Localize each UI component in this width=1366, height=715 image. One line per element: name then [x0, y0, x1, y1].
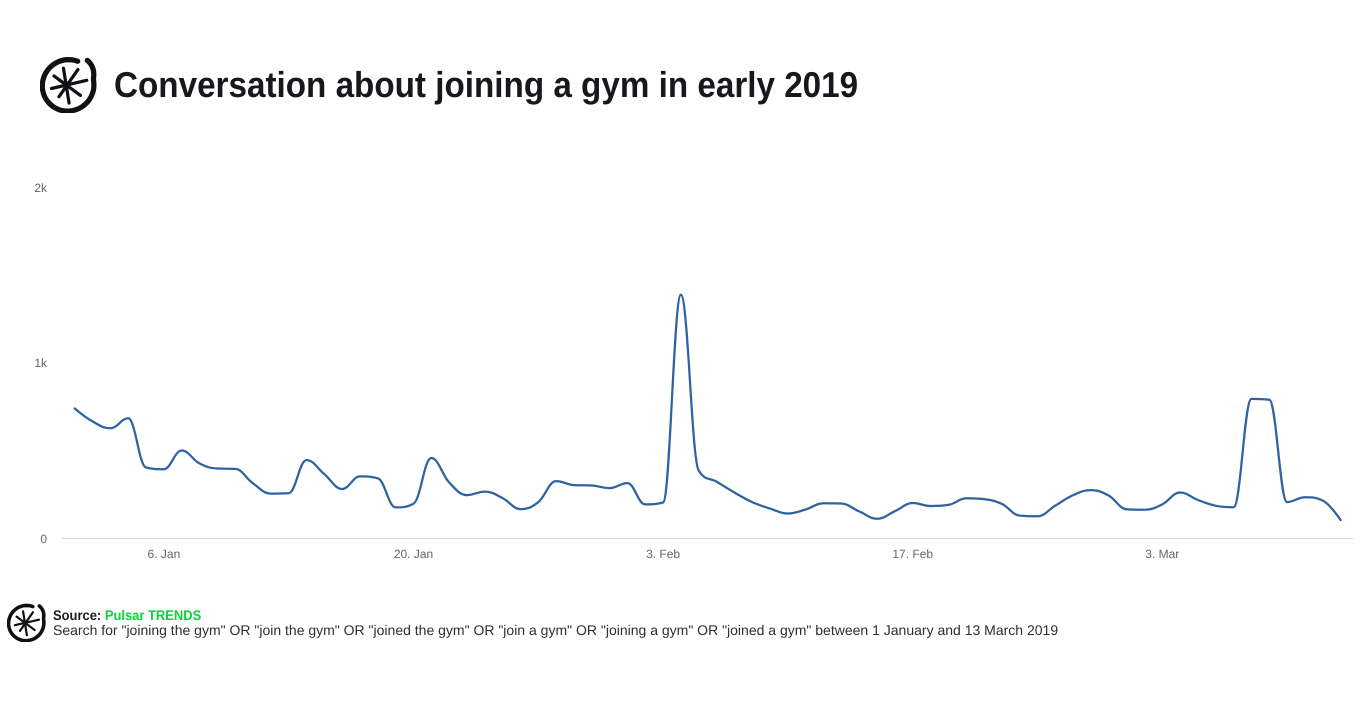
svg-text:2k: 2k — [34, 181, 48, 195]
svg-text:1k: 1k — [34, 356, 48, 370]
svg-text:6. Jan: 6. Jan — [148, 547, 181, 561]
svg-text:17. Feb: 17. Feb — [892, 547, 933, 561]
svg-text:20. Jan: 20. Jan — [394, 547, 433, 561]
svg-text:0: 0 — [40, 532, 47, 546]
svg-text:3. Feb: 3. Feb — [646, 547, 680, 561]
svg-text:3. Mar: 3. Mar — [1145, 547, 1179, 561]
